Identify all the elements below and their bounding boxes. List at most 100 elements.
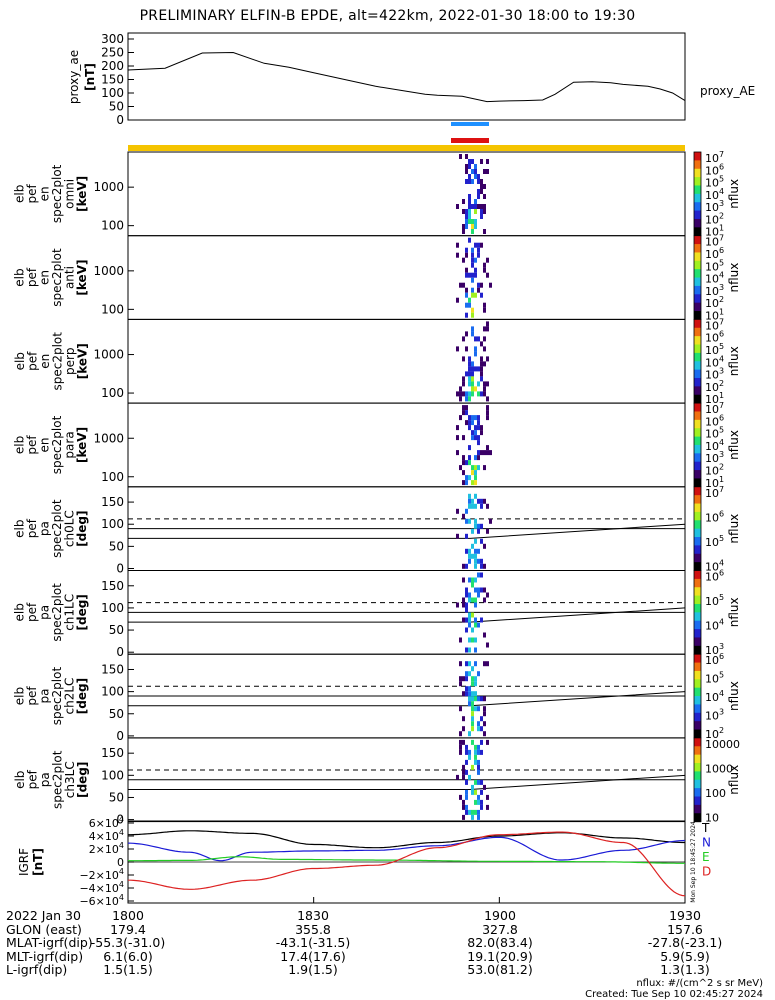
- colorbar-segment: [694, 698, 701, 701]
- colorbar-tick-label: 105: [705, 671, 724, 686]
- flux-cell: [486, 396, 489, 402]
- spectrogram-flux-cells: [459, 661, 489, 737]
- flux-cell: [468, 612, 471, 618]
- igrf-side-stamp: Mon Sep 10 18:45:27 2024: [690, 821, 697, 903]
- flux-cell: [471, 480, 474, 486]
- colorbar-tick-label: 107: [705, 234, 724, 249]
- proxy-ae-ylabel: proxy_ae: [67, 50, 81, 104]
- flux-cell: [474, 759, 477, 765]
- spectrogram-ytick-label: 1000: [93, 180, 124, 194]
- flux-cell: [474, 346, 477, 352]
- footer-row-label: MLT-igrf(dip): [6, 948, 84, 964]
- colorbar-segment: [694, 179, 701, 182]
- flux-cell: [462, 799, 465, 805]
- colorbar-segment: [694, 685, 701, 689]
- flux-cell: [477, 706, 480, 712]
- colorbar-segment: [694, 497, 701, 500]
- colorbar-segment: [694, 484, 701, 488]
- flux-cell: [486, 257, 489, 263]
- colorbar-segment: [694, 241, 701, 245]
- flux-cell: [480, 450, 483, 456]
- flux-cell: [471, 784, 474, 790]
- flux-cell: [480, 558, 483, 564]
- spectrogram-frame: [127, 235, 686, 320]
- flux-cell: [477, 189, 480, 194]
- colorbar-segment: [694, 388, 701, 392]
- colorbar-segment: [694, 583, 701, 586]
- footer-value: -27.8(-23.1): [647, 935, 723, 950]
- colorbar-segment: [694, 438, 701, 442]
- flux-cell: [459, 794, 462, 800]
- colorbar-segment: [694, 158, 701, 161]
- flux-cell: [486, 415, 489, 421]
- flux-cell: [465, 154, 468, 159]
- colorbar-segment: [694, 461, 701, 465]
- flux-cell: [462, 774, 465, 780]
- flux-cell: [465, 587, 468, 593]
- flux-cell: [474, 366, 477, 372]
- colorbar-segment: [694, 250, 701, 254]
- indicator-bar-red: [451, 138, 489, 143]
- spectrogram-ytick-label: 1000: [93, 348, 124, 362]
- spectrogram-ylabel: pa: [38, 772, 52, 787]
- flux-cell: [465, 744, 468, 750]
- colorbar-tick-label: 104: [705, 689, 724, 704]
- flux-cell: [468, 647, 471, 653]
- colorbar-segment: [694, 204, 701, 208]
- flux-cell: [474, 661, 477, 667]
- flux-cell: [456, 450, 459, 456]
- flux-cell: [465, 769, 468, 775]
- colorbar-segment: [694, 595, 701, 599]
- flux-cell: [477, 744, 480, 750]
- colorbar-segment: [694, 273, 701, 277]
- colorbar-segment: [694, 524, 701, 528]
- flux-cell: [474, 219, 477, 224]
- colorbar-segment: [694, 750, 701, 754]
- flux-cell: [474, 789, 477, 795]
- flux-cell: [471, 252, 474, 258]
- colorbar-segment: [694, 208, 701, 212]
- flux-cell: [462, 209, 465, 214]
- colorbar-segment: [694, 377, 701, 381]
- flux-cell: [480, 184, 483, 189]
- flux-cell: [462, 229, 465, 234]
- colorbar-segment: [694, 599, 701, 603]
- flux-cell: [480, 376, 483, 382]
- colorbar-segment: [694, 319, 701, 323]
- colorbar-segment: [694, 195, 701, 199]
- flux-cell: [468, 701, 471, 707]
- colorbar-segment: [694, 386, 701, 390]
- colorbar-segment: [694, 164, 701, 168]
- flux-cell: [465, 405, 468, 411]
- flux-cell: [477, 174, 480, 179]
- flux-cell: [465, 214, 468, 219]
- spectrogram-ylabel: pef: [25, 351, 39, 371]
- flux-cell: [465, 518, 468, 524]
- flux-cell: [480, 242, 483, 248]
- colorbar-segment: [694, 260, 701, 264]
- igrf-ytick-label: −2×104: [79, 867, 124, 882]
- flux-cell: [462, 814, 465, 820]
- colorbar-tick-label: 105: [705, 426, 724, 441]
- flux-cell: [483, 307, 486, 313]
- colorbar-segment: [694, 363, 701, 367]
- colorbar-segment: [694, 744, 701, 747]
- colorbar-tick-label: 102: [705, 726, 724, 741]
- flux-cell: [468, 297, 471, 303]
- flux-cell: [474, 336, 477, 342]
- flux-cell: [471, 169, 474, 174]
- colorbar-segment: [694, 580, 701, 584]
- spectrogram-ytick-label: 150: [101, 746, 124, 760]
- colorbar-tick-label: 101: [705, 307, 724, 322]
- colorbar-segment: [694, 325, 701, 329]
- colorbar-segment: [694, 371, 701, 375]
- flux-cell: [459, 706, 462, 712]
- flux-cell: [474, 455, 477, 461]
- flux-cell: [474, 415, 477, 421]
- colorbar-segment: [694, 664, 701, 668]
- flux-cell: [486, 272, 489, 278]
- footer-row-label: L-igrf(dip): [6, 962, 68, 977]
- flux-cell: [465, 224, 468, 229]
- colorbar-segment: [694, 365, 701, 369]
- flux-cell: [465, 809, 468, 815]
